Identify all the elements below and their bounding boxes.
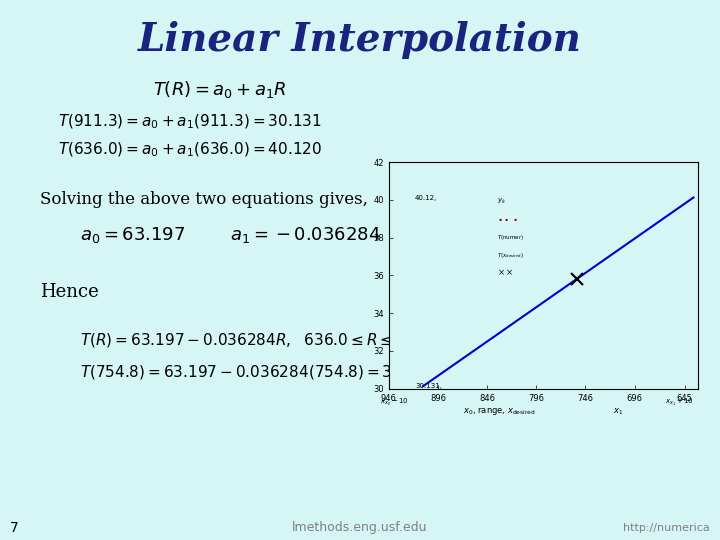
Text: $T({\rm numer})$: $T({\rm numer})$ (497, 233, 524, 242)
Text: 7: 7 (10, 521, 19, 535)
Text: $T(R)=63.197-0.036284R,\ \ 636.0\leq R\leq 911.3$: $T(R)=63.197-0.036284R,\ \ 636.0\leq R\l… (80, 331, 440, 349)
Text: $a_1=-0.036284$: $a_1=-0.036284$ (230, 225, 381, 245)
Text: $T(911.3)=a_0+a_1(911.3)=30.131$: $T(911.3)=a_0+a_1(911.3)=30.131$ (58, 113, 322, 131)
Text: Solving the above two equations gives,: Solving the above two equations gives, (40, 192, 368, 208)
X-axis label: $x_0$, range, $x_{\rm desired}$                              $x_1$: $x_0$, range, $x_{\rm desired}$ $x_1$ (463, 406, 624, 417)
Text: $y_k$: $y_k$ (497, 197, 506, 206)
Text: Linear Interpolation: Linear Interpolation (138, 21, 582, 59)
Text: $T(x_{\rm desired})$: $T(x_{\rm desired})$ (497, 251, 524, 260)
Text: $T(636.0)=a_0+a_1(636.0)=40.120$: $T(636.0)=a_0+a_1(636.0)=40.120$ (58, 141, 322, 159)
Text: $x_{x_0}-10$: $x_{x_0}-10$ (380, 397, 409, 408)
Text: 30.131,: 30.131, (415, 383, 442, 389)
Text: 40.12,: 40.12, (415, 194, 437, 200)
Text: lmethods.eng.usf.edu: lmethods.eng.usf.edu (292, 522, 428, 535)
Text: $T\left(R\right)=a_0+a_1R$: $T\left(R\right)=a_0+a_1R$ (153, 79, 287, 100)
Text: http://numerica: http://numerica (624, 523, 710, 533)
Text: $x_{x_1}+10$: $x_{x_1}+10$ (665, 397, 694, 408)
Text: $\times\times$: $\times\times$ (497, 268, 513, 278)
Text: $\bullet\bullet\bullet$: $\bullet\bullet\bullet$ (497, 214, 518, 223)
Text: $T(754.8)=63.197-0.036284(754.8)=35.809\,^{\circ}C$: $T(754.8)=63.197-0.036284(754.8)=35.809\… (80, 363, 457, 381)
Text: Hence: Hence (40, 283, 99, 301)
Text: $a_0=63.197$: $a_0=63.197$ (80, 225, 185, 245)
